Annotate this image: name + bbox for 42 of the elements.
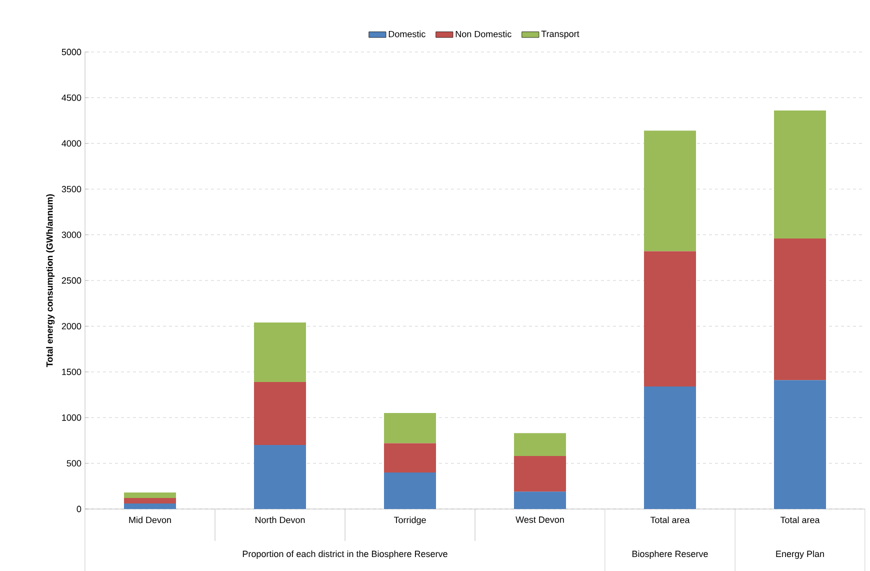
bar: [774, 110, 826, 238]
y-tick-label: 0: [76, 506, 82, 512]
y-tick-label: 4000: [62, 140, 82, 147]
text: Proportion of each district in the Biosphere Reserve: [242, 550, 448, 559]
legend-label: Transport: [541, 30, 580, 39]
bar: [514, 433, 566, 456]
legend-label: Domestic: [388, 30, 426, 38]
y-tick-label: 1500: [62, 368, 82, 376]
bar: [254, 322, 306, 382]
y-tick-label: 4500: [62, 94, 82, 101]
bar: [384, 413, 436, 444]
y-tick-label: 3500: [62, 186, 82, 192]
bar: [514, 456, 566, 492]
x-tick-label: Total area: [780, 516, 820, 524]
bar: [254, 445, 306, 509]
text: Energy Plan: [776, 550, 824, 559]
bar: [124, 504, 176, 509]
bar: [514, 492, 566, 509]
x-tick-label: Torridge: [394, 516, 426, 525]
bar: [384, 443, 436, 472]
y-tick-label: 2000: [62, 323, 82, 330]
y-tick-label: 3000: [62, 232, 82, 238]
bar: [124, 492, 176, 498]
bar: [644, 251, 696, 387]
x-tick-label: Mid Devon: [129, 516, 171, 524]
bar: [774, 238, 826, 380]
bar: [774, 380, 826, 509]
bar: [384, 472, 436, 509]
y-tick-label: 2500: [62, 277, 82, 284]
x-tick-label: North Devon: [255, 516, 305, 524]
y-tick-label: 5000: [62, 48, 82, 56]
x-tick-label: Total area: [650, 516, 690, 524]
legend-label: Non Domestic: [456, 30, 512, 38]
bar: [644, 386, 696, 509]
bar: [124, 498, 176, 504]
y-tick-label: 500: [66, 460, 82, 466]
text: Biosphere Reserve: [632, 550, 708, 559]
bar: [644, 130, 696, 252]
bar: [254, 382, 306, 446]
x-tick-label: West Devon: [516, 516, 564, 523]
y-tick-label: 1000: [62, 414, 82, 421]
y-axis-title: Total energy consumption (GWh/annum): [46, 194, 55, 368]
